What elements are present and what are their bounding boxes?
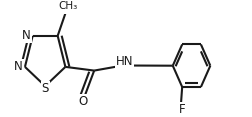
Text: F: F <box>178 103 185 116</box>
Text: S: S <box>41 82 49 95</box>
Text: HN: HN <box>115 55 133 68</box>
Text: N: N <box>14 60 23 73</box>
Text: O: O <box>78 95 87 108</box>
Text: CH₃: CH₃ <box>58 1 77 11</box>
Text: N: N <box>22 29 31 42</box>
